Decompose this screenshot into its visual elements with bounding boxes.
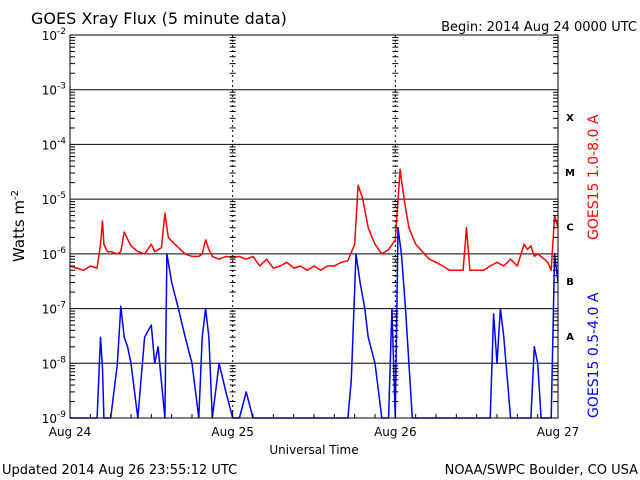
y-tick-label: 10-8 [42,355,67,371]
y-tick-label: 10-2 [42,27,66,43]
y-tick-exponent: -5 [57,191,66,201]
y-tick-base: 10 [42,29,57,43]
y-axis-label: Watts m-2 [10,190,28,262]
tick-marks [69,37,559,418]
y-tick-labels: 10-910-810-710-610-510-410-310-2 [42,27,67,426]
x-tick-label: Aug 24 [49,425,92,439]
chart-title: GOES Xray Flux (5 minute data) [31,9,287,28]
flare-class-label: A [566,332,574,343]
x-tick-label: Aug 27 [537,425,580,439]
flare-class-label: M [565,168,575,179]
flare-class-label: X [566,113,574,124]
data-source: NOAA/SWPC Boulder, CO USA [445,463,638,478]
y-tick-exponent: -7 [57,301,66,311]
y-tick-base: 10 [42,248,57,262]
flare-class-label: C [566,223,573,234]
y-tick-label: 10-5 [42,191,66,207]
y-tick-base: 10 [42,303,57,317]
y-tick-label: 10-3 [42,82,66,98]
grid-lines [70,35,558,418]
y-tick-base: 10 [42,357,57,371]
flare-class-labels: X M C B A [565,113,575,343]
series-line-short [70,227,559,419]
series-line-long [69,168,559,272]
flare-class-label: B [566,277,574,288]
y-tick-base: 10 [42,193,57,207]
y-tick-exponent: -9 [57,410,66,420]
updated-timestamp: Updated 2014 Aug 26 23:55:12 UTC [2,463,237,478]
x-tick-label: Aug 25 [211,425,254,439]
y-tick-base: 10 [42,138,57,152]
y-tick-exponent: -8 [57,355,66,365]
x-axis-label: Universal Time [269,443,358,457]
x-tick-label: Aug 26 [374,425,417,439]
y-tick-label: 10-7 [42,301,66,317]
series-layer [69,168,559,419]
plot-frame [69,34,559,419]
y-tick-exponent: -2 [57,27,66,37]
y-tick-exponent: -4 [57,136,66,146]
y-axis-label-text: Watts m [10,200,28,262]
begin-label: Begin: 2014 Aug 24 0000 UTC [441,20,637,35]
y-tick-base: 10 [42,412,57,426]
legend-short-channel: GOES15 0.5-4.0 A [586,292,602,418]
legend-long-channel: GOES15 1.0-8.0 A [586,114,602,240]
y-tick-base: 10 [42,84,57,98]
y-axis-label-exponent: -2 [10,190,21,200]
y-tick-label: 10-9 [42,410,67,426]
y-tick-exponent: -3 [57,82,66,92]
y-tick-exponent: -6 [57,246,66,256]
y-tick-label: 10-4 [42,136,67,152]
y-tick-label: 10-6 [42,246,67,262]
x-tick-labels: Aug 24 Aug 25 Aug 26 Aug 27 [49,425,580,439]
